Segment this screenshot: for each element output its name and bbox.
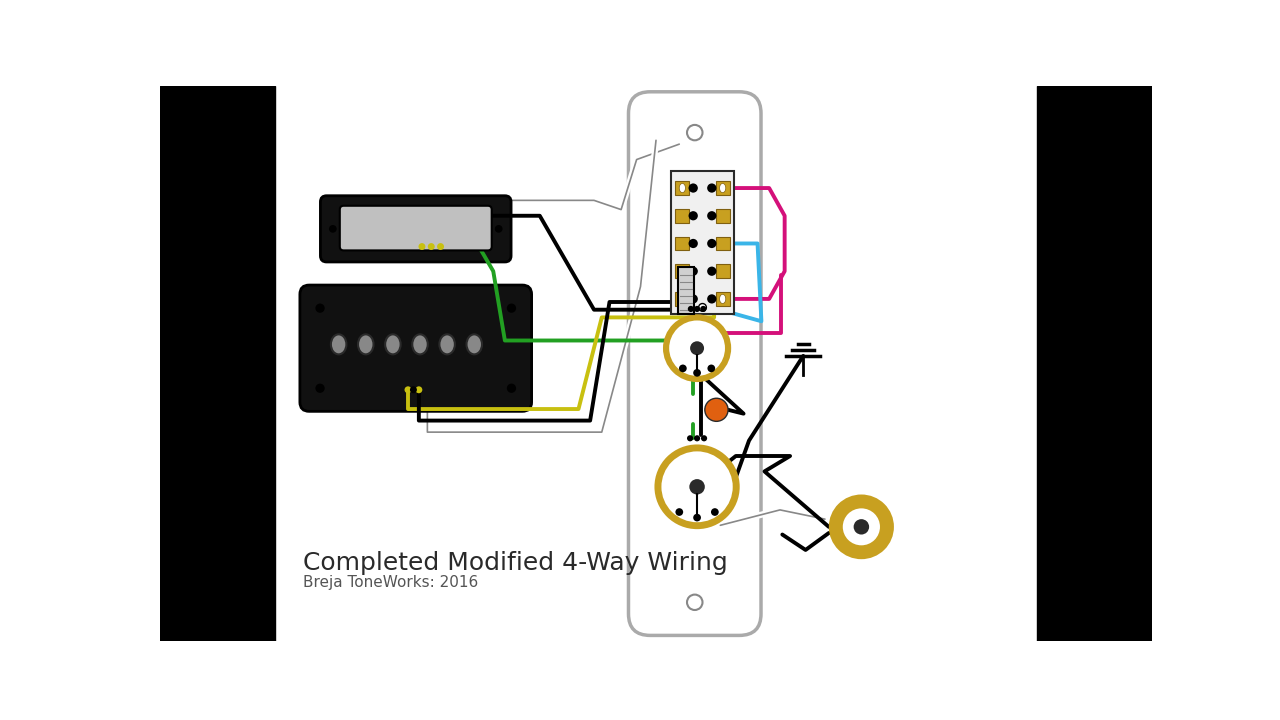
Circle shape [705, 398, 728, 421]
Circle shape [842, 508, 879, 545]
Circle shape [404, 387, 411, 393]
Circle shape [329, 225, 337, 233]
Circle shape [707, 211, 717, 220]
Circle shape [662, 451, 732, 522]
Ellipse shape [412, 334, 428, 354]
Bar [716, 292, 730, 306]
Circle shape [419, 243, 425, 250]
Circle shape [678, 364, 687, 372]
FancyBboxPatch shape [320, 196, 511, 262]
Ellipse shape [332, 334, 347, 354]
Circle shape [708, 364, 716, 372]
Bar [676, 237, 690, 251]
Circle shape [694, 369, 701, 377]
Circle shape [829, 495, 893, 559]
Ellipse shape [466, 334, 483, 354]
Circle shape [690, 341, 704, 355]
Circle shape [690, 479, 705, 495]
Circle shape [687, 435, 694, 441]
Circle shape [676, 508, 684, 516]
Ellipse shape [680, 184, 686, 193]
Circle shape [687, 306, 694, 312]
Ellipse shape [719, 294, 726, 304]
Circle shape [687, 595, 703, 610]
Ellipse shape [719, 184, 726, 193]
Circle shape [854, 519, 869, 534]
Circle shape [507, 384, 516, 393]
FancyBboxPatch shape [300, 285, 531, 411]
Circle shape [707, 294, 717, 304]
Circle shape [689, 294, 698, 304]
Circle shape [689, 239, 698, 248]
Circle shape [701, 435, 707, 441]
Circle shape [694, 435, 700, 441]
Bar [160, 86, 275, 641]
Ellipse shape [680, 294, 686, 304]
Circle shape [689, 211, 698, 220]
Text: Completed Modified 4-Way Wiring: Completed Modified 4-Way Wiring [303, 551, 728, 575]
Circle shape [689, 266, 698, 276]
Circle shape [410, 387, 417, 393]
Circle shape [507, 304, 516, 312]
Text: Breja ToneWorks: 2016: Breja ToneWorks: 2016 [303, 575, 479, 590]
Bar [676, 264, 690, 278]
Bar [676, 181, 690, 195]
Bar [716, 264, 730, 278]
Circle shape [663, 315, 731, 382]
Circle shape [687, 125, 703, 140]
Circle shape [315, 384, 325, 393]
Circle shape [710, 508, 719, 516]
Bar [716, 237, 730, 251]
Circle shape [315, 304, 325, 312]
Circle shape [707, 239, 717, 248]
Circle shape [436, 243, 444, 250]
Circle shape [699, 304, 707, 311]
Bar [678, 267, 694, 313]
Circle shape [669, 320, 724, 376]
Circle shape [694, 306, 700, 312]
Circle shape [428, 243, 435, 250]
Bar [716, 181, 730, 195]
Circle shape [707, 184, 717, 193]
Circle shape [654, 444, 740, 529]
Bar [676, 292, 690, 306]
Circle shape [495, 225, 503, 233]
Ellipse shape [385, 334, 401, 354]
Bar [1037, 86, 1152, 641]
Bar [676, 209, 690, 222]
Circle shape [689, 184, 698, 193]
Circle shape [700, 306, 707, 312]
Bar [716, 209, 730, 222]
Ellipse shape [358, 334, 374, 354]
Bar [671, 171, 735, 313]
FancyBboxPatch shape [339, 206, 492, 251]
FancyBboxPatch shape [628, 91, 762, 636]
Circle shape [694, 514, 701, 521]
Circle shape [416, 387, 422, 393]
Circle shape [707, 266, 717, 276]
Ellipse shape [439, 334, 454, 354]
